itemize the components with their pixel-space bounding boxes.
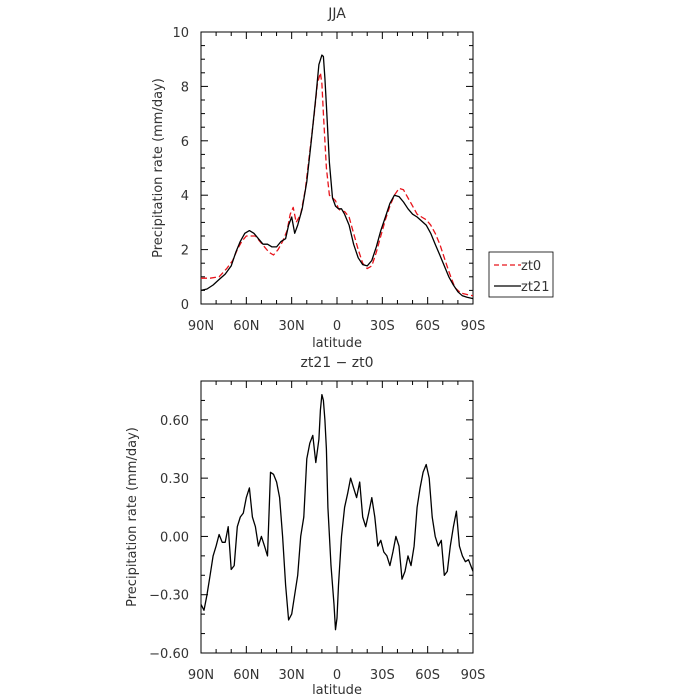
- y-tick-labels: 0 2 4 6 8 10: [172, 26, 189, 313]
- legend-label-zt0: zt0: [521, 259, 541, 274]
- x-tick-labels: 90N 60N 30N 0 30S 60S 90S: [188, 319, 486, 334]
- x-tick-label: 90N: [188, 319, 214, 334]
- axis-ticks: [200, 380, 474, 654]
- y-tick-label: 0.00: [160, 530, 189, 545]
- y-tick-label: 0: [181, 298, 189, 313]
- legend-label-zt21: zt21: [521, 280, 549, 295]
- y-tick-label: −0.60: [149, 647, 189, 662]
- y-tick-label: 6: [181, 135, 189, 150]
- plot-frame: [200, 31, 474, 305]
- x-tick-label: 30S: [370, 668, 395, 683]
- x-tick-label: 90S: [461, 668, 486, 683]
- x-tick-label: 90N: [188, 668, 214, 683]
- x-tick-label: 90S: [461, 319, 486, 334]
- difference-chart: zt21 − zt0 90N 60N 30N 0 30S 60S 90S −0.60 −0.3…: [125, 355, 485, 698]
- legend-box: [488, 251, 554, 298]
- x-tick-label: 0: [333, 319, 341, 334]
- legend: zt0 zt21: [488, 251, 554, 298]
- y-tick-label: −0.30: [149, 589, 189, 604]
- x-tick-label: 0: [333, 668, 341, 683]
- series-line-difference: [200, 393, 474, 631]
- x-tick-label: 60N: [233, 319, 259, 334]
- x-axis-label: latitude: [312, 683, 362, 698]
- series-group: [200, 393, 474, 631]
- x-tick-label: 60S: [415, 668, 440, 683]
- series-group: [200, 54, 474, 300]
- x-tick-label: 60S: [415, 319, 440, 334]
- x-tick-label: 60N: [233, 668, 259, 683]
- series-line-zt21: [200, 54, 474, 300]
- y-axis-label: Precipitation rate (mm/day): [125, 427, 140, 607]
- y-tick-label: 10: [172, 26, 189, 41]
- chart-title: JJA: [327, 6, 346, 22]
- y-tick-label: 4: [181, 189, 189, 204]
- axis-ticks: [200, 31, 474, 305]
- x-axis-label: latitude: [312, 336, 362, 351]
- y-tick-label: 2: [181, 244, 189, 259]
- y-tick-label: 8: [181, 80, 189, 95]
- x-tick-label: 30S: [370, 319, 395, 334]
- y-axis-label: Precipitation rate (mm/day): [151, 78, 166, 258]
- x-tick-label: 30N: [279, 319, 305, 334]
- x-tick-labels: 90N 60N 30N 0 30S 60S 90S: [188, 668, 486, 683]
- y-tick-label: 0.30: [160, 472, 189, 487]
- precipitation-chart: JJA 90N 60N 30N 0 30S 60S 90S 0 2 4 6 8 10 latitude…: [151, 6, 554, 351]
- x-tick-label: 30N: [279, 668, 305, 683]
- series-line-zt0: [201, 72, 474, 297]
- y-tick-label: 0.60: [160, 414, 189, 429]
- y-tick-labels: −0.60 −0.30 0.00 0.30 0.60: [149, 414, 189, 662]
- chart-title: zt21 − zt0: [300, 355, 373, 371]
